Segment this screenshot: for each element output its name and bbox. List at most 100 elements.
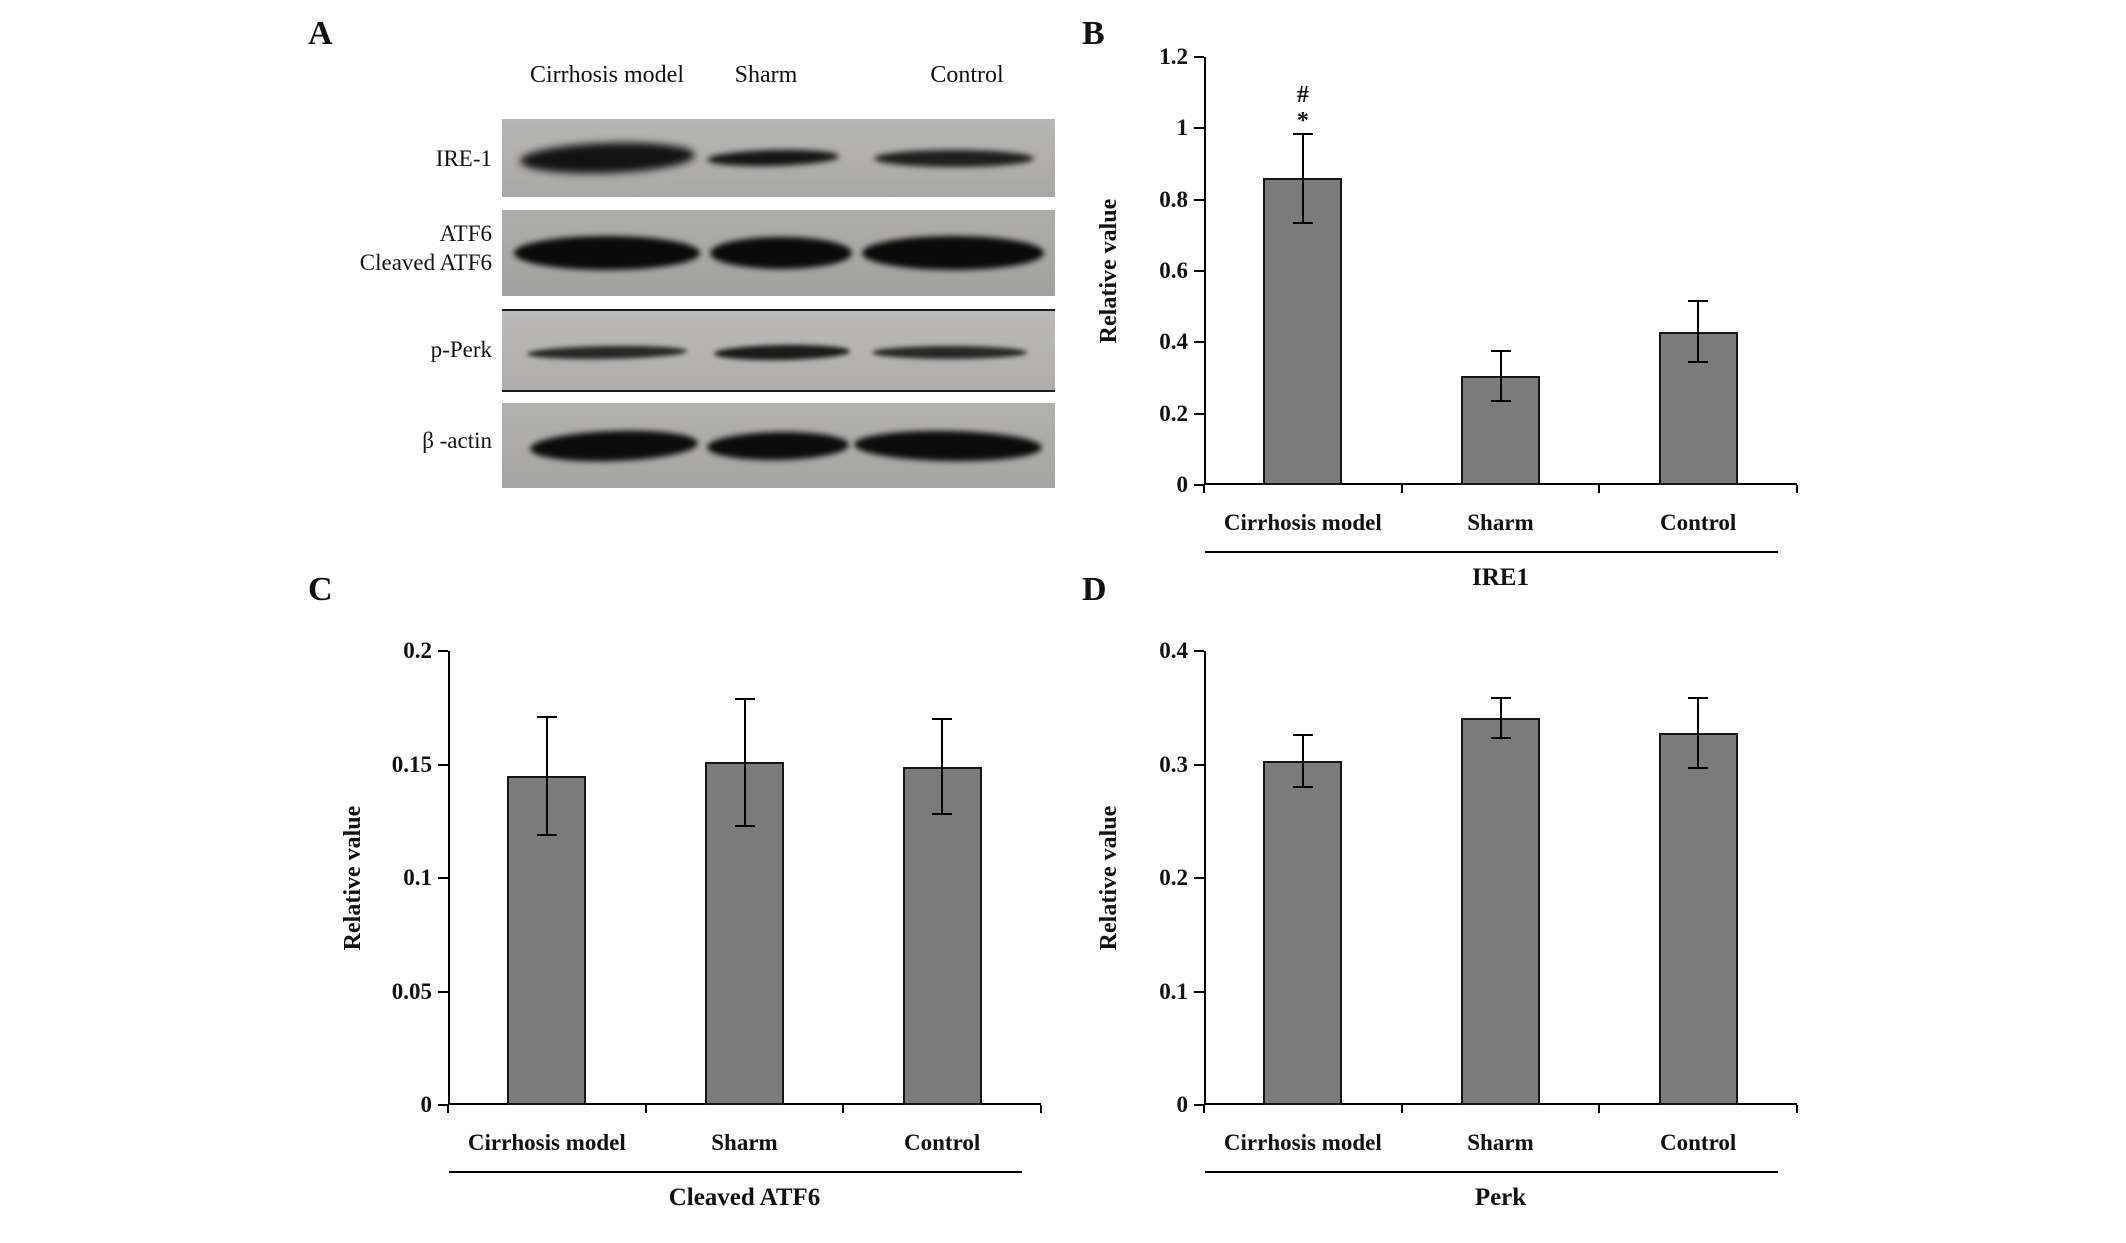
y-tick-label: 0.2 (1159, 400, 1188, 426)
blot-band (874, 149, 1034, 167)
chart-ire1: Relative value 0 0.2 0.4 0.6 0.8 1 1.2 Cirrhosis… (1056, 30, 1866, 630)
y-tick-mark (1194, 484, 1204, 486)
category-underline (449, 1171, 1022, 1173)
bar (1263, 178, 1343, 485)
error-bar-line (1499, 697, 1502, 739)
category-label: Control (1660, 510, 1737, 535)
significance-marker: # (1296, 81, 1309, 108)
y-tick-label: 0.05 (391, 978, 432, 1004)
blot-band (529, 427, 699, 464)
blot-band (853, 428, 1043, 463)
error-bar-cap-bottom (1490, 400, 1511, 403)
bar (1263, 761, 1343, 1105)
blot-col-header-control: Control (930, 62, 1004, 88)
blot-strip-atf6 (502, 210, 1055, 296)
x-tick-mark (1203, 485, 1205, 493)
error-bar-cap-top (932, 718, 953, 721)
blot-band (706, 430, 850, 461)
y-tick-label: 0.15 (391, 751, 432, 777)
error-bar-cap-top (1490, 350, 1511, 353)
category-label: Cirrhosis model (1223, 1130, 1382, 1155)
error-bar-cap-bottom (932, 813, 953, 816)
chart-cleaved-atf6: Relative value 0 0.05 0.1 0.15 0.2 Cirrhosis m… (300, 624, 1110, 1243)
blot-row-label-atf6: ATF6 (439, 221, 492, 246)
blot-band (706, 148, 840, 168)
error-bar-line (1499, 351, 1502, 402)
significance-marker: * (1296, 107, 1309, 134)
x-tick-mark (1040, 1105, 1042, 1113)
error-bar-cap-bottom (1292, 221, 1313, 224)
panel-b-label: B (1082, 15, 1105, 52)
x-tick-mark (1796, 485, 1798, 493)
category-underline (1205, 551, 1778, 553)
x-tick-mark (1400, 1105, 1403, 1113)
bar (902, 766, 982, 1105)
error-bar-cap-top (1292, 132, 1313, 135)
y-tick-mark (438, 990, 448, 993)
y-tick-mark (438, 1104, 448, 1106)
x-tick-mark (447, 1105, 449, 1113)
blot-strip-p-perk (502, 309, 1055, 392)
y-tick-label: 1 (1176, 115, 1189, 141)
category-label: Sharm (1467, 1130, 1534, 1155)
y-tick-label: 0.2 (1159, 865, 1188, 890)
blot-band (519, 139, 696, 177)
category-underline (1205, 1171, 1778, 1173)
error-bar-line (545, 716, 548, 835)
error-bar-line (1697, 301, 1700, 362)
blot-col-header-cirrhosis: Cirrhosis model (530, 62, 684, 88)
category-label: Cirrhosis model (1223, 510, 1382, 535)
error-bar-cap-top (734, 697, 755, 700)
y-tick-mark (1194, 198, 1204, 201)
panel-c-label: C (308, 571, 333, 608)
y-tick-mark (438, 650, 448, 652)
x-axis-title: IRE1 (1472, 564, 1529, 591)
blot-strip-ire1 (502, 119, 1055, 197)
x-tick-mark (1598, 485, 1601, 493)
y-tick-label: 0.4 (1159, 329, 1188, 355)
bar (507, 775, 587, 1105)
error-bar-cap-top (1688, 300, 1709, 303)
error-bar-cap-bottom (536, 833, 557, 836)
panel-d-label: D (1082, 571, 1107, 608)
error-bar-line (1301, 133, 1304, 223)
panel-a-label: A (308, 15, 333, 52)
y-tick-mark (1194, 341, 1204, 344)
x-axis-title: Perk (1474, 1184, 1527, 1211)
y-tick-label: 0.6 (1159, 258, 1188, 283)
x-axis-title: Cleaved ATF6 (668, 1184, 821, 1211)
x-tick-mark (1400, 485, 1403, 493)
error-bar-cap-top (1688, 696, 1709, 699)
y-tick-mark (1194, 877, 1204, 879)
category-label: Sharm (1467, 510, 1534, 535)
y-tick-label: 0.2 (403, 638, 432, 663)
error-bar-cap-top (536, 715, 557, 718)
blot-band (526, 344, 688, 361)
blot-band (713, 343, 851, 362)
y-tick-label: 0.3 (1159, 751, 1188, 777)
x-tick-mark (1598, 1105, 1601, 1113)
blot-band (872, 346, 1027, 359)
blot-col-header-sharm: Sharm (734, 62, 798, 88)
error-bar-cap-bottom (1292, 786, 1313, 789)
y-tick-label: 0 (1176, 1092, 1189, 1117)
y-tick-mark (1194, 412, 1204, 415)
bar (1658, 732, 1738, 1105)
y-tick-mark (1194, 270, 1204, 272)
x-tick-mark (1796, 1105, 1798, 1113)
blot-band (514, 236, 700, 270)
error-bar-cap-top (1292, 733, 1313, 736)
y-tick-mark (1194, 763, 1204, 766)
y-tick-mark (1194, 56, 1204, 58)
y-tick-mark (438, 763, 448, 766)
blot-row-label-ire1: IRE-1 (435, 146, 492, 171)
error-bar-line (1697, 697, 1700, 768)
blot-band (862, 236, 1044, 270)
blot-row-label-cleaved-atf6: Cleaved ATF6 (359, 250, 492, 275)
y-tick-mark (1194, 1104, 1204, 1106)
y-tick-label: 0 (1176, 472, 1189, 497)
y-tick-mark (438, 877, 448, 879)
category-label: Control (1660, 1130, 1737, 1155)
category-label: Cirrhosis model (467, 1130, 626, 1155)
